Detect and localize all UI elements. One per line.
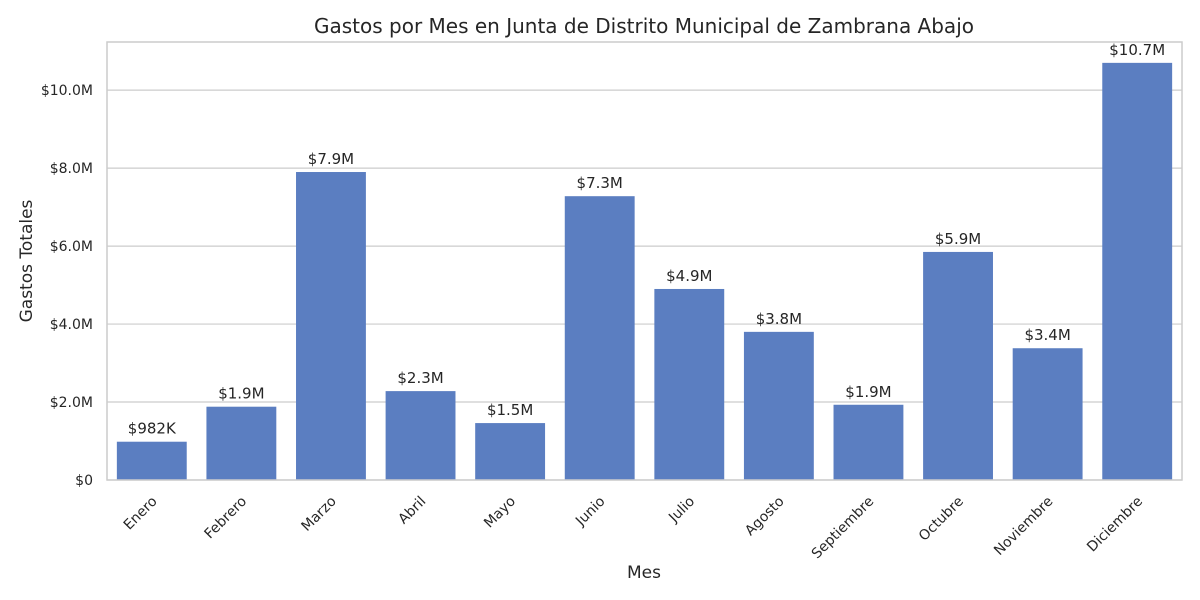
y-tick-label: $4.0M bbox=[50, 317, 93, 333]
bar-octubre bbox=[923, 251, 993, 480]
plot-frame bbox=[106, 41, 1183, 481]
bar-value-label: $7.9M bbox=[308, 150, 354, 168]
x-axis-label: Mes bbox=[627, 563, 661, 583]
x-tick-label: Marzo bbox=[299, 494, 340, 535]
bar-marzo bbox=[296, 172, 366, 480]
y-tick-label: $8.0M bbox=[50, 161, 93, 177]
x-tick-label: Abril bbox=[395, 494, 429, 528]
x-tick-label: Noviembre bbox=[991, 494, 1056, 559]
y-tick-label: $6.0M bbox=[50, 239, 93, 255]
x-tick-label: Julio bbox=[665, 494, 698, 527]
bar-enero bbox=[116, 441, 187, 480]
y-tick-label: $0 bbox=[75, 473, 93, 489]
bar-septiembre bbox=[833, 404, 904, 480]
x-tick-label: Febrero bbox=[202, 494, 251, 543]
x-tick-labels: Enero Febrero Marzo Abril Mayo Junio Julio Agos… bbox=[121, 494, 1146, 563]
bar-value-label: $2.3M bbox=[397, 369, 443, 387]
y-tick-label: $10.0M bbox=[41, 83, 93, 99]
bar-value-label: $3.4M bbox=[1024, 326, 1070, 344]
y-tick-labels: $0 $2.0M $4.0M $6.0M $8.0M $10.0M bbox=[41, 83, 93, 489]
bar-value-label: $3.8M bbox=[756, 310, 802, 328]
y-axis-label: Gastos Totales bbox=[17, 199, 37, 322]
bar-value-label: $982K bbox=[128, 420, 177, 438]
bars bbox=[116, 62, 1173, 480]
bar-mayo bbox=[475, 423, 546, 480]
y-tick-label: $2.0M bbox=[50, 395, 93, 411]
x-tick-label: Agosto bbox=[742, 494, 788, 540]
bar-value-label: $5.9M bbox=[935, 230, 981, 248]
bar-value-label: $1.5M bbox=[487, 401, 533, 419]
x-tick-label: Junio bbox=[572, 494, 608, 530]
bar-value-label: $10.7M bbox=[1109, 41, 1165, 59]
x-tick-label: Mayo bbox=[481, 494, 519, 532]
bar-julio bbox=[654, 288, 725, 480]
bar-agosto bbox=[743, 331, 814, 480]
bar-abril bbox=[385, 391, 456, 480]
x-tick-label: Octubre bbox=[916, 494, 967, 545]
bar-value-label: $4.9M bbox=[666, 267, 712, 285]
bar-value-labels: $982K $1.9M $7.9M $2.3M $1.5M $7.3M $4.9M $3.8M… bbox=[128, 41, 1165, 438]
bar-junio bbox=[564, 196, 635, 480]
bar-febrero bbox=[206, 406, 277, 480]
bar-noviembre bbox=[1012, 348, 1083, 480]
bar-value-label: $1.9M bbox=[845, 383, 891, 401]
chart-title: Gastos por Mes en Junta de Distrito Muni… bbox=[314, 14, 974, 38]
bar-diciembre bbox=[1102, 62, 1173, 480]
x-tick-label: Septiembre bbox=[809, 494, 878, 563]
bar-value-label: $1.9M bbox=[218, 385, 264, 403]
x-tick-label: Diciembre bbox=[1084, 494, 1146, 556]
x-tick-label: Enero bbox=[121, 494, 161, 534]
bar-value-label: $7.3M bbox=[577, 174, 623, 192]
